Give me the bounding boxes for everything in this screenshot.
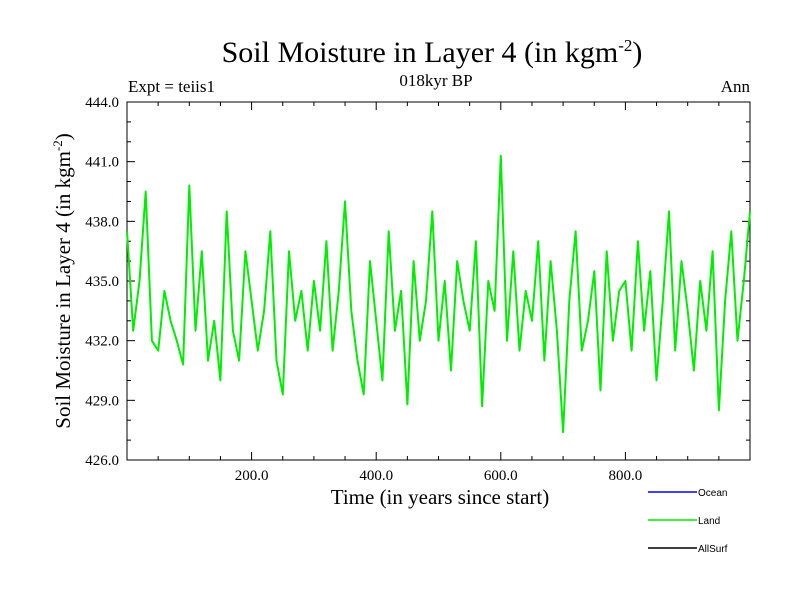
series-line-land [126,154,751,434]
y-tick-label: 432.0 [85,334,119,350]
plot-frame [126,101,751,461]
y-tick-label: 438.0 [85,214,119,230]
x-tick-label: 400.0 [359,468,393,484]
y-axis-label: Soil Moisture in Layer 4 (in kgm-2) [50,133,75,428]
y-tick-label: 441.0 [85,155,119,171]
x-axis-label: Time (in years since start) [331,485,550,509]
legend: Ocean Land AllSurf [648,488,728,555]
legend-label-ocean: Ocean [698,488,727,499]
y-tick-label: 444.0 [85,95,119,111]
y-tick-label: 426.0 [85,453,119,469]
subtitle-center: 018kyr BP [399,71,472,90]
y-tick-label: 429.0 [85,393,119,409]
chart-title: Soil Moisture in Layer 4 (in kgm-2) [222,36,643,69]
legend-label-land: Land [698,516,720,527]
subtitle-left: Expt = teiis1 [128,77,215,96]
x-tick-label: 200.0 [235,468,269,484]
subtitle-right: Ann [721,77,751,96]
x-tick-label: 600.0 [484,468,518,484]
x-tick-label: 800.0 [609,468,643,484]
legend-label-allsurf: AllSurf [698,544,728,555]
y-tick-label: 435.0 [85,274,119,290]
